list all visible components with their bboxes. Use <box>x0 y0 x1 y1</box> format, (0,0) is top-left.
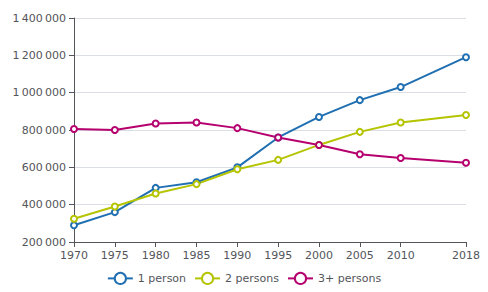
svg-text:1 000 000: 1 000 000 <box>13 86 66 99</box>
svg-text:2010: 2010 <box>387 249 415 262</box>
svg-text:800 000: 800 000 <box>22 124 66 137</box>
svg-text:600 000: 600 000 <box>22 161 66 174</box>
svg-text:1 400 000: 1 400 000 <box>13 12 66 25</box>
svg-text:2005: 2005 <box>346 249 374 262</box>
svg-text:1 person: 1 person <box>138 272 186 285</box>
svg-text:2018: 2018 <box>452 249 480 262</box>
svg-text:1985: 1985 <box>183 249 211 262</box>
svg-text:1 200 000: 1 200 000 <box>13 49 66 62</box>
svg-text:1995: 1995 <box>264 249 292 262</box>
svg-text:1980: 1980 <box>142 249 170 262</box>
svg-text:1975: 1975 <box>101 249 129 262</box>
svg-text:200 000: 200 000 <box>22 236 66 249</box>
svg-text:3+ persons: 3+ persons <box>318 272 381 285</box>
svg-text:1990: 1990 <box>223 249 251 262</box>
svg-text:400 000: 400 000 <box>22 198 66 211</box>
svg-text:1970: 1970 <box>60 249 88 262</box>
svg-text:2 persons: 2 persons <box>225 272 279 285</box>
svg-text:2000: 2000 <box>305 249 333 262</box>
